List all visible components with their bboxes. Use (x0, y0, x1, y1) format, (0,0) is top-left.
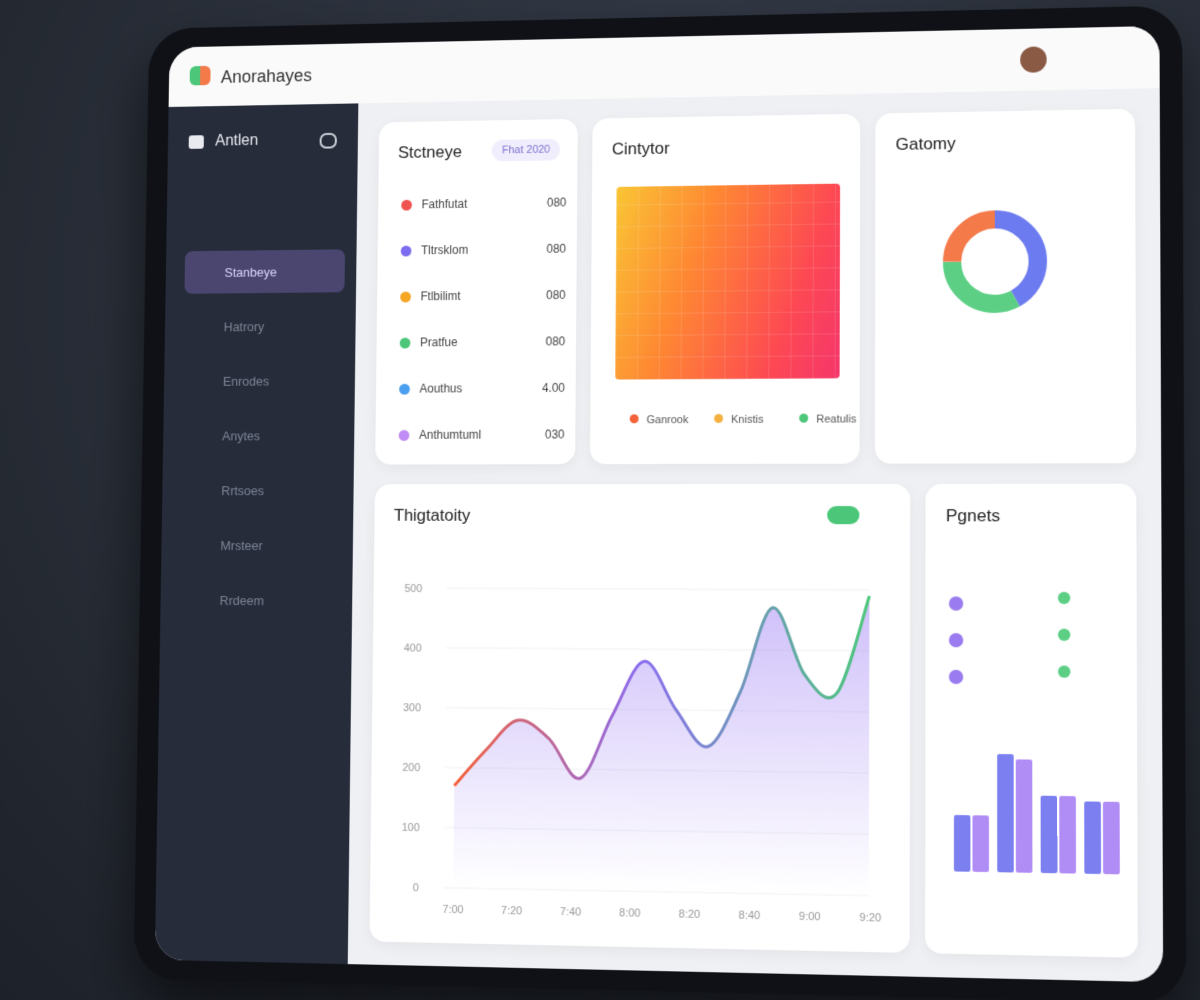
x-tick-label: 7:00 (442, 904, 463, 917)
avatar[interactable] (1020, 46, 1047, 73)
grid-line (446, 648, 869, 651)
brand: Antlen (215, 132, 259, 150)
tablet: Anorahayes Antlen Stanbeye Hatrory Enrodes… (133, 5, 1187, 1000)
donut-card: Gatomy (874, 108, 1137, 464)
item-icon (398, 430, 410, 442)
heatmap-card: Cintytor Ganrook Knistis Reatulis (589, 113, 861, 465)
bar (1015, 759, 1033, 873)
list-item: Fathfutat 080 (401, 196, 566, 212)
screen: Anorahayes Antlen Stanbeye Hatrory Enrodes… (154, 25, 1164, 983)
legend-item: Knistis (714, 413, 764, 426)
app-title: Anorahayes (220, 65, 313, 87)
x-tick-label: 7:20 (501, 905, 522, 918)
list-dot (1057, 628, 1071, 641)
nav-item[interactable]: Hatrory (223, 319, 265, 335)
bar (1040, 795, 1058, 874)
list-item: Ftlbilimt 080 (400, 288, 566, 303)
bar (997, 754, 1014, 873)
list-item: Aouthus 4.00 (399, 381, 565, 396)
item-value: 080 (545, 334, 566, 349)
list-dot (948, 596, 964, 611)
legend-label: Reatulis (816, 413, 857, 426)
item-value: 080 (546, 195, 567, 210)
legend-dot (714, 413, 724, 423)
y-tick-label: 0 (413, 882, 419, 894)
list-item: Pratfue 080 (399, 334, 566, 350)
item-label: Ftlbilimt (420, 289, 461, 304)
nav-item[interactable]: Anytes (221, 428, 261, 444)
item-icon (399, 337, 411, 349)
brand-icon (188, 135, 204, 149)
logo (189, 65, 211, 86)
area (453, 594, 870, 896)
x-tick-label: 8:00 (619, 907, 640, 920)
item-value: 080 (545, 288, 566, 303)
nav-item[interactable]: Stanbeye (184, 249, 346, 294)
badge[interactable]: Fhat 2020 (492, 138, 561, 162)
legend-item: Reatulis (799, 413, 857, 426)
item-icon (400, 291, 411, 303)
nav-item[interactable]: Rrtsoes (221, 483, 265, 499)
bar (972, 815, 989, 873)
card-title: Cintytor (611, 138, 670, 159)
bar (953, 814, 971, 872)
item-label: Aouthus (419, 381, 463, 396)
list-dot (1057, 665, 1071, 678)
panel-card: Pgnets (925, 483, 1138, 958)
summary-card: Stctneye Fhat 2020 Fathfutat 080 Tltrsklom… (375, 118, 578, 465)
heatmap (615, 183, 841, 380)
x-tick-label: 9:00 (799, 910, 821, 923)
nav-item[interactable]: Mrsteer (220, 538, 263, 553)
nav-item[interactable]: Enrodes (222, 373, 270, 389)
line-chart: 0 100 200 300 400 500 7:00 7:20 7:40 8:00 8:20 8:40… (402, 583, 882, 925)
toggle[interactable] (319, 132, 337, 149)
legend-item: Ganrook (629, 414, 689, 427)
item-value: 4.00 (541, 380, 565, 395)
bar-chart (948, 591, 1120, 875)
bar (1084, 801, 1102, 875)
card-title: Stctneye (397, 142, 463, 162)
item-label: Pratfue (419, 335, 458, 350)
item-label: Anthumtuml (418, 427, 482, 442)
list-dot (948, 669, 964, 685)
list-item: Anthumtuml 030 (398, 427, 565, 442)
y-tick-label: 300 (403, 702, 421, 714)
y-tick-label: 400 (404, 642, 422, 654)
list-item: Tltrsklom 080 (400, 241, 567, 258)
x-tick-label: 8:40 (739, 909, 761, 922)
nav-item[interactable]: Rrdeem (219, 593, 264, 609)
list-dot (948, 633, 964, 648)
x-tick-label: 8:20 (679, 908, 701, 921)
legend-dot (799, 413, 809, 423)
legend-label: Ganrook (646, 414, 689, 427)
item-icon (399, 384, 410, 395)
legend-dot (629, 414, 639, 424)
x-tick-label: 7:40 (560, 906, 581, 919)
bar (1102, 801, 1120, 875)
y-tick-label: 100 (402, 822, 420, 835)
sidebar: Antlen Stanbeye Hatrory Enrodes Anytes Rrtso… (154, 103, 359, 965)
activity-card: Thigtatoity 0 100 200 300 400 500 7:00 7:20 7:40… (369, 483, 911, 953)
item-label: Tltrsklom (420, 242, 469, 258)
item-value: 030 (544, 427, 565, 442)
bar (1059, 795, 1077, 874)
donut-chart (875, 109, 1136, 464)
item-value: 080 (546, 241, 567, 256)
item-icon (401, 200, 412, 211)
item-label: Fathfutat (421, 196, 468, 212)
x-tick-label: 9:20 (859, 912, 881, 925)
header: Anorahayes (168, 25, 1160, 107)
list-dot (1057, 591, 1071, 605)
legend-label: Knistis (731, 413, 764, 426)
grid-line (447, 588, 870, 590)
item-icon (400, 245, 412, 257)
y-tick-label: 500 (404, 583, 422, 595)
y-tick-label: 200 (402, 762, 420, 774)
